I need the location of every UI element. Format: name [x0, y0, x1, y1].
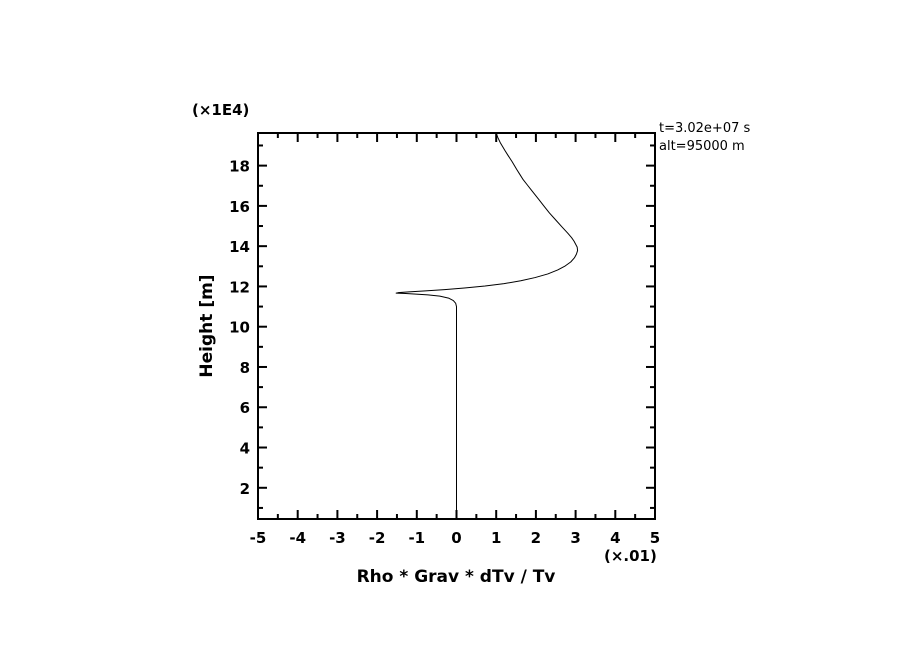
data-series-group — [395, 132, 579, 520]
data-line — [395, 132, 579, 520]
y-axis-minor-ticks — [258, 144, 655, 509]
x-axis-title: Rho * Grav * dTv / Tv — [357, 567, 556, 587]
x-tick-label: 4 — [610, 529, 620, 547]
altitude-annotation: alt=95000 m — [659, 139, 745, 154]
y-tick-label: 12 — [229, 278, 250, 296]
y-tick-label: 16 — [229, 198, 250, 216]
x-tick-label: -2 — [369, 529, 386, 547]
x-tick-label: 3 — [570, 529, 580, 547]
y-axis-title: Height [m] — [197, 274, 217, 377]
x-tick-label: -1 — [408, 529, 425, 547]
x-tick-label: 1 — [491, 529, 501, 547]
annotations-group: t=3.02e+07 s alt=95000 m — [659, 121, 751, 154]
x-axis-multiplier-label: (×.01) — [604, 547, 657, 565]
y-tick-label: 2 — [240, 480, 250, 498]
x-tick-label: 2 — [531, 529, 541, 547]
y-axis-tick-labels: 2 4 6 8 10 12 14 16 18 — [229, 158, 250, 498]
x-axis-major-ticks — [257, 133, 656, 519]
x-axis-minor-ticks — [276, 133, 637, 519]
x-tick-label: -5 — [250, 529, 267, 547]
time-annotation: t=3.02e+07 s — [659, 121, 751, 136]
y-tick-label: 10 — [229, 319, 250, 337]
x-tick-label: 5 — [650, 529, 660, 547]
y-tick-label: 4 — [240, 440, 250, 458]
x-tick-label: 0 — [451, 529, 461, 547]
y-tick-label: 8 — [240, 359, 250, 377]
y-tick-label: 14 — [229, 238, 250, 256]
y-axis-major-ticks — [258, 164, 655, 489]
x-tick-label: -3 — [329, 529, 346, 547]
y-axis-multiplier-label: (×1E4) — [192, 101, 249, 119]
x-axis-tick-labels: -5 -4 -3 -2 -1 0 1 2 3 4 5 — [250, 529, 661, 547]
x-tick-label: -4 — [289, 529, 306, 547]
y-tick-label: 6 — [240, 399, 250, 417]
y-tick-label: 18 — [229, 158, 250, 176]
